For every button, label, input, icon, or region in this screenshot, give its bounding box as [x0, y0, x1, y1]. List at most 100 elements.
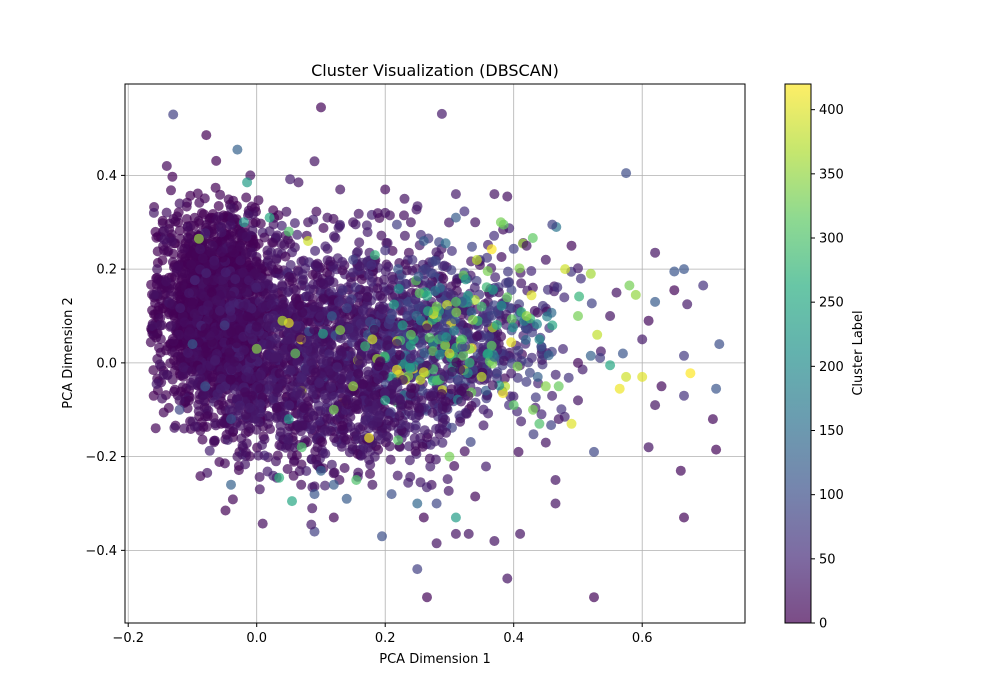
- data-point: [253, 417, 264, 428]
- data-point: [491, 320, 502, 330]
- data-point: [337, 285, 348, 296]
- data-point: [169, 422, 180, 433]
- data-point: [471, 255, 482, 265]
- data-point: [209, 259, 220, 270]
- data-point: [399, 210, 409, 221]
- data-point: [198, 421, 209, 432]
- data-point: [513, 446, 524, 457]
- data-point: [425, 461, 436, 472]
- data-point: [241, 192, 252, 203]
- data-point: [307, 420, 318, 431]
- data-point: [319, 390, 330, 401]
- data-point: [707, 414, 718, 425]
- data-point: [503, 266, 513, 277]
- data-point: [419, 348, 430, 358]
- data-point: [307, 503, 318, 514]
- data-point: [211, 214, 222, 225]
- data-point: [213, 201, 224, 211]
- data-point: [428, 390, 439, 401]
- data-point: [185, 190, 196, 201]
- data-point: [296, 442, 307, 453]
- data-point: [293, 177, 304, 188]
- data-point: [229, 356, 240, 367]
- data-point: [465, 437, 476, 447]
- data-point: [349, 330, 360, 341]
- x-tick-label: 0.6: [632, 631, 653, 646]
- data-point: [189, 309, 200, 319]
- data-point: [528, 404, 538, 415]
- data-point: [367, 479, 378, 490]
- data-point: [711, 444, 722, 455]
- data-point: [309, 324, 320, 335]
- data-point: [166, 229, 177, 240]
- data-point: [393, 283, 404, 294]
- data-point: [215, 383, 226, 394]
- data-point: [367, 334, 378, 345]
- data-point: [455, 416, 466, 427]
- colorbar-tick-label: 300: [819, 232, 844, 247]
- data-point: [643, 315, 654, 326]
- data-point: [282, 464, 293, 474]
- data-point: [255, 218, 266, 229]
- data-point: [329, 433, 340, 444]
- data-point: [507, 322, 518, 333]
- data-point: [470, 217, 481, 228]
- data-point: [150, 226, 161, 237]
- data-point: [277, 281, 288, 292]
- data-point: [206, 372, 217, 383]
- data-point: [277, 376, 288, 387]
- data-point: [316, 465, 326, 476]
- data-point: [489, 230, 500, 241]
- data-point: [427, 407, 438, 418]
- data-point: [360, 415, 371, 426]
- data-point: [335, 184, 346, 195]
- data-point: [446, 384, 457, 395]
- data-point: [380, 395, 391, 406]
- data-point: [440, 414, 451, 425]
- data-point: [295, 389, 305, 400]
- data-point: [402, 265, 412, 276]
- data-point: [296, 479, 307, 490]
- data-point: [163, 402, 174, 413]
- data-point: [499, 373, 510, 384]
- data-point: [253, 450, 264, 461]
- data-point: [405, 353, 416, 364]
- data-point: [617, 348, 628, 359]
- data-point: [283, 435, 294, 446]
- data-point: [377, 304, 388, 315]
- data-point: [404, 455, 415, 466]
- data-point: [405, 360, 415, 371]
- data-point: [155, 320, 166, 331]
- data-point: [405, 471, 416, 482]
- data-point: [324, 275, 335, 286]
- data-point: [369, 451, 380, 462]
- data-point: [605, 360, 616, 371]
- data-point: [413, 271, 424, 282]
- data-point: [486, 340, 497, 351]
- data-point: [563, 372, 574, 383]
- data-point: [376, 230, 387, 241]
- data-point: [266, 247, 276, 258]
- data-point: [289, 218, 300, 229]
- data-point: [380, 245, 391, 256]
- data-point: [263, 418, 273, 429]
- data-point: [152, 328, 163, 339]
- data-point: [393, 435, 404, 446]
- data-point: [480, 385, 491, 396]
- data-point: [290, 348, 301, 359]
- data-point: [274, 368, 285, 379]
- data-point: [483, 348, 493, 359]
- data-point: [321, 356, 332, 367]
- data-point: [175, 303, 186, 314]
- data-point: [385, 454, 396, 465]
- data-point: [566, 418, 577, 429]
- data-point: [463, 390, 474, 401]
- data-point: [521, 376, 532, 387]
- data-point: [318, 328, 328, 339]
- data-point: [337, 420, 348, 431]
- data-point: [382, 340, 393, 351]
- y-axis-ticks: −0.4 −0.2 0.0 0.2 0.4: [85, 169, 125, 559]
- data-point: [512, 361, 523, 372]
- data-point: [167, 333, 178, 344]
- data-point: [446, 246, 457, 256]
